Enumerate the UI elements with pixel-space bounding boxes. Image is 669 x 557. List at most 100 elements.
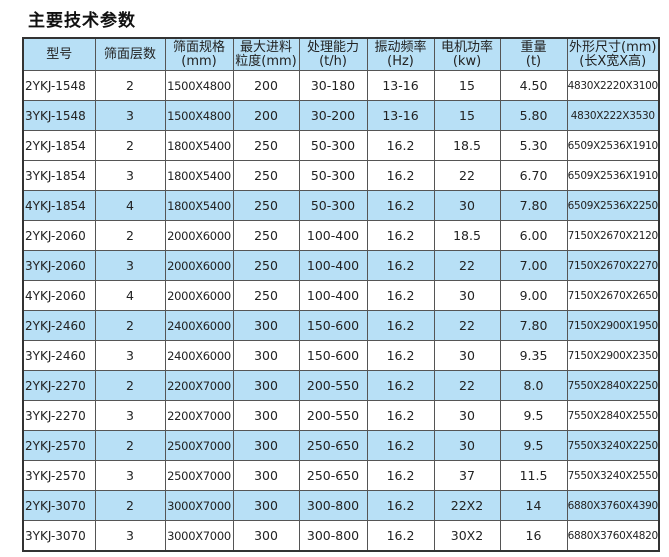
header-frequency: 振动频率 (Hz): [366, 37, 435, 71]
cell-weight: 7.80: [499, 310, 568, 341]
cell-dimensions: 4830X2220X3100: [566, 70, 660, 101]
cell-capacity: 150-600: [298, 310, 368, 341]
cell-motor-power: 22: [433, 160, 501, 191]
cell-capacity: 100-400: [298, 280, 368, 311]
cell-frequency: 16.2: [366, 280, 435, 311]
cell-capacity: 250-650: [298, 430, 368, 461]
cell-model: 2YKJ-1548: [22, 70, 96, 101]
cell-weight: 6.70: [499, 160, 568, 191]
cell-motor-power: 15: [433, 70, 501, 101]
cell-capacity: 100-400: [298, 250, 368, 281]
cell-layers: 3: [94, 520, 166, 552]
cell-layers: 2: [94, 370, 166, 401]
cell-motor-power: 30: [433, 190, 501, 221]
header-weight: 重量 (t): [499, 37, 568, 71]
cell-motor-power: 18.5: [433, 220, 501, 251]
cell-screen-size: 2000X6000: [164, 250, 234, 281]
cell-max-feed-size: 250: [232, 130, 300, 161]
cell-layers: 2: [94, 490, 166, 521]
cell-screen-size: 2400X6000: [164, 340, 234, 371]
cell-screen-size: 2000X6000: [164, 220, 234, 251]
cell-max-feed-size: 200: [232, 70, 300, 101]
cell-model: 3YKJ-2460: [22, 340, 96, 371]
cell-max-feed-size: 300: [232, 460, 300, 491]
cell-capacity: 150-600: [298, 340, 368, 371]
table-row: 3YKJ-1854 3 1800X5400 250 50-300 16.2 22 6.70 65…: [22, 160, 660, 191]
cell-frequency: 16.2: [366, 400, 435, 431]
cell-layers: 4: [94, 280, 166, 311]
cell-weight: 8.0: [499, 370, 568, 401]
cell-layers: 2: [94, 430, 166, 461]
table-row: 4YKJ-1854 4 1800X5400 250 50-300 16.2 30 7.80 65…: [22, 190, 660, 221]
cell-dimensions: 7550X3240X2550: [566, 460, 660, 491]
cell-dimensions: 6880X3760X4820: [566, 520, 660, 552]
cell-dimensions: 4830X222X3530: [566, 100, 660, 131]
cell-motor-power: 22: [433, 250, 501, 281]
cell-motor-power: 22: [433, 370, 501, 401]
cell-max-feed-size: 300: [232, 370, 300, 401]
cell-weight: 9.5: [499, 400, 568, 431]
table-row: 3YKJ-2570 3 2500X7000 300 250-650 16.2 37 11.5 7…: [22, 460, 660, 491]
cell-model: 3YKJ-2570: [22, 460, 96, 491]
cell-capacity: 250-650: [298, 460, 368, 491]
cell-layers: 2: [94, 130, 166, 161]
cell-dimensions: 6880X3760X4390: [566, 490, 660, 521]
table-row: 2YKJ-2270 2 2200X7000 300 200-550 16.2 22 8.0 75…: [22, 370, 660, 401]
cell-layers: 4: [94, 190, 166, 221]
header-screen-size: 筛面规格 (mm): [164, 37, 234, 71]
cell-capacity: 50-300: [298, 190, 368, 221]
cell-motor-power: 30: [433, 400, 501, 431]
cell-screen-size: 2000X6000: [164, 280, 234, 311]
cell-screen-size: 2400X6000: [164, 310, 234, 341]
cell-weight: 9.35: [499, 340, 568, 371]
cell-model: 4YKJ-1854: [22, 190, 96, 221]
cell-model: 2YKJ-2270: [22, 370, 96, 401]
cell-capacity: 50-300: [298, 130, 368, 161]
cell-max-feed-size: 250: [232, 250, 300, 281]
tech-params-table: 型号 筛面层数 筛面规格 (mm) 最大进料 粒度(mm) 处理能力 (t/h) 振动频率…: [22, 37, 660, 552]
cell-motor-power: 22: [433, 310, 501, 341]
cell-dimensions: 6509X2536X1910: [566, 130, 660, 161]
table-row: 2YKJ-2060 2 2000X6000 250 100-400 16.2 18.5 6.0…: [22, 220, 660, 251]
cell-weight: 5.30: [499, 130, 568, 161]
cell-screen-size: 3000X7000: [164, 520, 234, 552]
cell-weight: 5.80: [499, 100, 568, 131]
cell-layers: 3: [94, 460, 166, 491]
table-row: 3YKJ-2460 3 2400X6000 300 150-600 16.2 30 9.35 7…: [22, 340, 660, 371]
cell-screen-size: 1500X4800: [164, 100, 234, 131]
cell-layers: 3: [94, 100, 166, 131]
cell-capacity: 200-550: [298, 400, 368, 431]
cell-motor-power: 18.5: [433, 130, 501, 161]
cell-frequency: 16.2: [366, 220, 435, 251]
header-motor-power: 电机功率 (kw): [433, 37, 501, 71]
cell-dimensions: 6509X2536X2250: [566, 190, 660, 221]
cell-screen-size: 3000X7000: [164, 490, 234, 521]
table-row: 2YKJ-2460 2 2400X6000 300 150-600 16.2 22 7.80 7…: [22, 310, 660, 341]
table-row: 4YKJ-2060 4 2000X6000 250 100-400 16.2 30 9.00 7…: [22, 280, 660, 311]
cell-screen-size: 2500X7000: [164, 430, 234, 461]
cell-max-feed-size: 250: [232, 190, 300, 221]
cell-frequency: 16.2: [366, 430, 435, 461]
cell-motor-power: 15: [433, 100, 501, 131]
cell-model: 3YKJ-1548: [22, 100, 96, 131]
cell-model: 3YKJ-2060: [22, 250, 96, 281]
cell-weight: 9.5: [499, 430, 568, 461]
cell-frequency: 13-16: [366, 70, 435, 101]
cell-motor-power: 30X2: [433, 520, 501, 552]
cell-weight: 16: [499, 520, 568, 552]
cell-weight: 9.00: [499, 280, 568, 311]
cell-motor-power: 30: [433, 280, 501, 311]
table-row: 2YKJ-2570 2 2500X7000 300 250-650 16.2 30 9.5 75…: [22, 430, 660, 461]
cell-frequency: 16.2: [366, 490, 435, 521]
cell-layers: 3: [94, 250, 166, 281]
header-dimensions: 外形尺寸(mm) (长X宽X高): [566, 37, 660, 71]
cell-model: 2YKJ-2570: [22, 430, 96, 461]
cell-max-feed-size: 300: [232, 340, 300, 371]
cell-weight: 7.80: [499, 190, 568, 221]
cell-model: 4YKJ-2060: [22, 280, 96, 311]
header-max-feed-size: 最大进料 粒度(mm): [232, 37, 300, 71]
cell-motor-power: 37: [433, 460, 501, 491]
table-row: 2YKJ-1548 2 1500X4800 200 30-180 13-16 15 4.50 4…: [22, 70, 660, 101]
cell-weight: 11.5: [499, 460, 568, 491]
cell-screen-size: 2200X7000: [164, 370, 234, 401]
